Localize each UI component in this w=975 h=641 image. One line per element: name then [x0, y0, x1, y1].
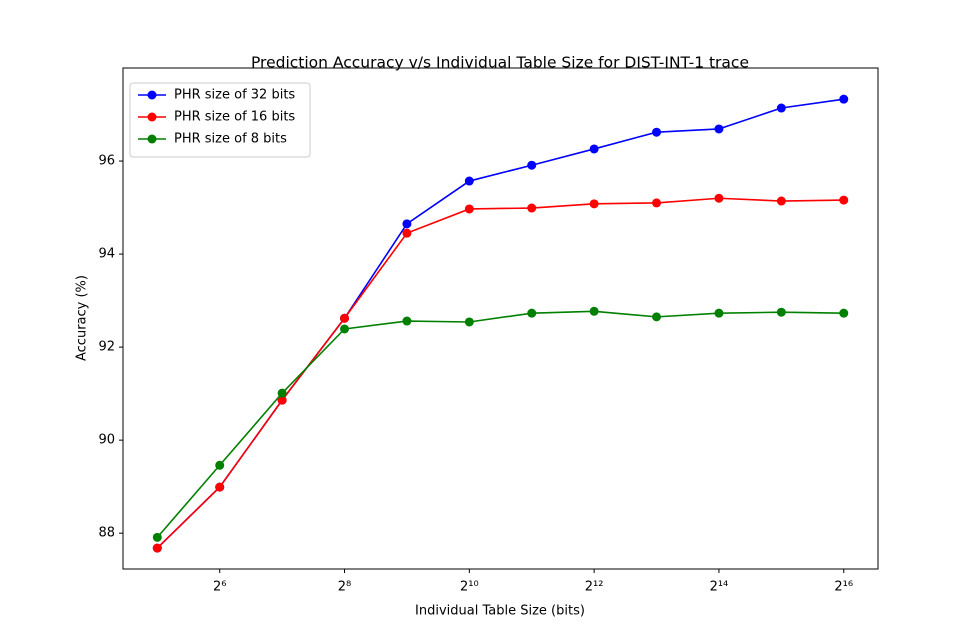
- data-point: [527, 203, 537, 213]
- data-point: [839, 94, 849, 104]
- chart-title: Prediction Accuracy v/s Individual Table…: [251, 54, 749, 72]
- x-tick-label: 2¹²: [585, 580, 604, 595]
- data-point: [402, 228, 412, 238]
- data-point: [652, 312, 662, 322]
- data-point: [527, 160, 537, 170]
- x-tick-label: 2⁸: [338, 580, 351, 595]
- y-tick-label: 96: [98, 154, 115, 169]
- data-point: [714, 124, 724, 134]
- data-point: [464, 204, 474, 214]
- data-point: [839, 195, 849, 205]
- legend-label: PHR size of 32 bits: [174, 88, 295, 103]
- data-point: [340, 313, 350, 323]
- data-point: [277, 395, 287, 405]
- data-point: [464, 317, 474, 327]
- data-point: [527, 308, 537, 318]
- series-line: [156, 197, 844, 549]
- data-point: [839, 308, 849, 318]
- x-tick-label: 2⁶: [213, 580, 226, 595]
- data-point: [589, 306, 599, 316]
- legend-box: [129, 82, 311, 158]
- data-point: [776, 103, 786, 113]
- x-axis-label: Individual Table Size (bits): [415, 604, 585, 619]
- data-point: [776, 196, 786, 206]
- data-point: [464, 176, 474, 186]
- data-point: [277, 388, 287, 398]
- plot-frame: [122, 67, 879, 570]
- data-point: [340, 324, 350, 334]
- data-point: [215, 460, 225, 470]
- series-line: [156, 310, 844, 538]
- data-point: [714, 193, 724, 203]
- data-point: [152, 543, 162, 553]
- legend-label: PHR size of 8 bits: [174, 132, 287, 147]
- y-tick-label: 88: [98, 526, 115, 541]
- data-point: [776, 307, 786, 317]
- legend-marker: [147, 112, 157, 122]
- legend: PHR size of 32 bits PHR size of 16 bits PH…: [129, 82, 311, 158]
- y-tick-label: 90: [98, 433, 115, 448]
- data-point: [402, 219, 412, 229]
- data-point: [215, 482, 225, 492]
- data-point: [402, 316, 412, 326]
- y-axis-label: Accuracy (%): [75, 275, 90, 361]
- y-tick-label: 92: [98, 340, 115, 355]
- data-point: [152, 532, 162, 542]
- x-tick-label: 2¹⁰: [460, 580, 479, 595]
- data-point: [714, 308, 724, 318]
- x-tick-label: 2¹⁴: [710, 580, 729, 595]
- x-tick-label: 2¹⁶: [834, 580, 853, 595]
- data-point: [652, 127, 662, 137]
- y-tick-label: 94: [98, 247, 115, 262]
- data-point: [652, 198, 662, 208]
- legend-label: PHR size of 16 bits: [174, 110, 295, 125]
- data-point: [589, 144, 599, 154]
- legend-marker: [147, 90, 157, 100]
- legend-marker: [147, 134, 157, 144]
- data-point: [589, 199, 599, 209]
